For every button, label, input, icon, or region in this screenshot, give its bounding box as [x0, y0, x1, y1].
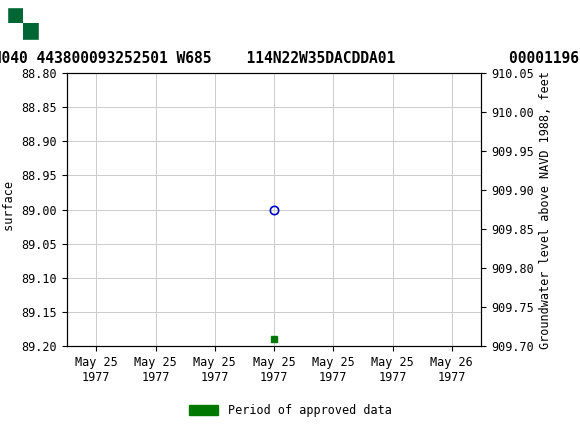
Bar — [7, 24, 23, 40]
Bar — [7, 7, 23, 24]
Text: MN040 443800093252501 W685    114N22W35DACDDA01             0000119684: MN040 443800093252501 W685 114N22W35DACD… — [0, 51, 580, 65]
Legend: Period of approved data: Period of approved data — [184, 399, 396, 422]
Bar — [7, 7, 39, 40]
Text: USGS: USGS — [46, 13, 106, 32]
Bar — [23, 24, 39, 40]
Y-axis label: Depth to water level, feet below land
 surface: Depth to water level, feet below land su… — [0, 78, 16, 341]
Bar — [23, 7, 39, 24]
Y-axis label: Groundwater level above NAVD 1988, feet: Groundwater level above NAVD 1988, feet — [539, 71, 552, 349]
